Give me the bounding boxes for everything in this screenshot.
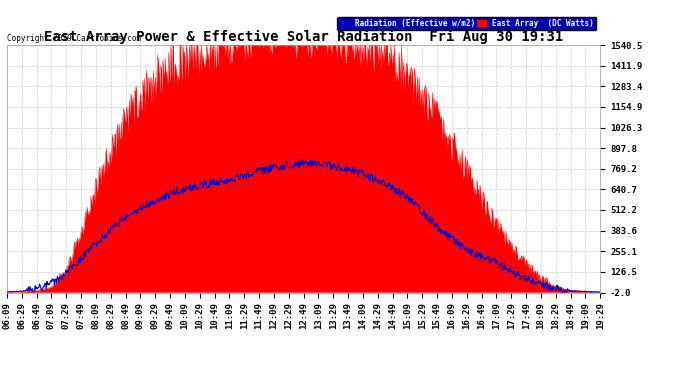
Text: Copyright 2019 Cartronics.com: Copyright 2019 Cartronics.com	[7, 33, 141, 42]
Legend: Radiation (Effective w/m2), East Array  (DC Watts): Radiation (Effective w/m2), East Array (…	[337, 16, 596, 30]
Title: East Array Power & Effective Solar Radiation  Fri Aug 30 19:31: East Array Power & Effective Solar Radia…	[44, 30, 563, 44]
